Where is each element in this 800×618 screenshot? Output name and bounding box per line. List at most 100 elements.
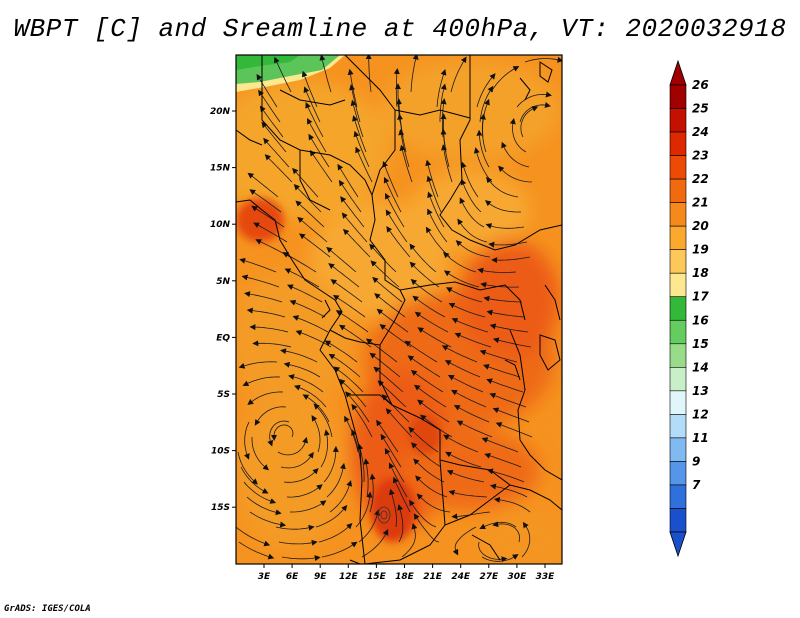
x-tick-label: 3E bbox=[258, 572, 271, 582]
streamline bbox=[436, 69, 447, 108]
colorbar-swatch bbox=[669, 108, 687, 133]
x-tick-label: 33E bbox=[536, 572, 556, 582]
streamline bbox=[446, 470, 485, 483]
streamline bbox=[397, 504, 404, 543]
streamline bbox=[524, 56, 562, 63]
streamline bbox=[306, 117, 327, 153]
streamline bbox=[481, 554, 519, 562]
streamline bbox=[401, 523, 418, 558]
map-frame bbox=[235, 54, 563, 565]
streamline bbox=[451, 318, 489, 333]
streamline bbox=[399, 144, 413, 183]
streamline bbox=[328, 353, 361, 378]
streamline bbox=[415, 475, 448, 498]
streamline bbox=[408, 426, 439, 453]
streamline bbox=[374, 293, 406, 318]
x-tick-label: 9E bbox=[314, 572, 327, 582]
x-tick-label: 18E bbox=[395, 572, 415, 582]
x-axis: 3E 6E 9E 12E 15E 18E 21E 24E 27E 30E 33E bbox=[258, 564, 555, 582]
streamline bbox=[239, 257, 277, 273]
x-tick-label: 21E bbox=[423, 572, 443, 582]
streamline bbox=[385, 192, 405, 228]
x-tick-label: 15E bbox=[367, 572, 387, 582]
country-borders bbox=[236, 55, 562, 564]
streamline bbox=[277, 436, 308, 456]
streamline bbox=[392, 476, 411, 513]
streamline bbox=[493, 496, 531, 513]
streamline bbox=[329, 480, 353, 513]
colorbar-swatch bbox=[669, 131, 687, 156]
streamline bbox=[261, 121, 287, 153]
streamline bbox=[247, 391, 284, 406]
streamline bbox=[443, 434, 479, 453]
streamline bbox=[441, 144, 453, 183]
colorbar-label: 21 bbox=[692, 196, 709, 210]
streamline bbox=[487, 468, 525, 483]
colorbar-swatch bbox=[669, 437, 687, 462]
streamline bbox=[358, 509, 381, 543]
streamline bbox=[370, 260, 400, 288]
colorbar-swatch bbox=[669, 249, 687, 274]
streamline bbox=[480, 113, 487, 153]
contour-rings bbox=[377, 506, 391, 524]
streamline bbox=[280, 451, 314, 469]
streamline bbox=[242, 376, 281, 387]
colorbar-label: 17 bbox=[692, 290, 709, 304]
y-tick-label: 5S bbox=[217, 390, 230, 400]
streamline bbox=[319, 55, 332, 93]
colorbar-swatch bbox=[669, 225, 687, 250]
colorbar-label: 13 bbox=[692, 384, 709, 398]
streamline bbox=[489, 483, 528, 498]
colorbar-label: 12 bbox=[692, 407, 709, 421]
streamline bbox=[249, 511, 287, 528]
streamline bbox=[247, 172, 279, 198]
streamline bbox=[274, 56, 292, 93]
streamline bbox=[450, 389, 487, 408]
streamline bbox=[369, 243, 397, 273]
streamline bbox=[448, 489, 488, 498]
streamline bbox=[246, 496, 282, 516]
y-tick-label: 20N bbox=[210, 107, 231, 117]
streamline bbox=[320, 429, 330, 468]
streamline bbox=[321, 541, 358, 558]
streamline bbox=[443, 270, 480, 288]
streamline bbox=[315, 504, 348, 528]
streamline bbox=[383, 176, 402, 213]
streamline bbox=[389, 488, 397, 528]
streamline bbox=[253, 222, 288, 243]
streamline bbox=[451, 511, 491, 520]
streamline bbox=[251, 205, 285, 228]
streamline bbox=[492, 521, 521, 543]
x-tick-label: 30E bbox=[508, 572, 528, 582]
streamline bbox=[254, 406, 287, 426]
streamline bbox=[444, 360, 481, 378]
streamline bbox=[244, 421, 250, 460]
streamline bbox=[484, 200, 521, 213]
streamline bbox=[409, 243, 437, 273]
streamline bbox=[495, 422, 533, 438]
streamline bbox=[520, 106, 539, 138]
streamline bbox=[236, 526, 271, 547]
streamline bbox=[450, 56, 467, 93]
x-tick-label: 6E bbox=[286, 572, 299, 582]
streamline bbox=[361, 528, 389, 558]
streamline bbox=[488, 241, 528, 248]
streamline bbox=[365, 55, 372, 93]
streamline bbox=[369, 352, 401, 378]
streamline bbox=[303, 86, 321, 123]
colorbar-label: 11 bbox=[692, 431, 709, 445]
streamline bbox=[479, 521, 517, 530]
streamline bbox=[492, 407, 530, 423]
streamline bbox=[482, 364, 521, 378]
colorbar-label: 9 bbox=[692, 454, 700, 468]
streamline bbox=[278, 539, 318, 546]
streamline bbox=[357, 443, 365, 483]
streamline bbox=[481, 437, 519, 453]
streamline bbox=[338, 179, 362, 213]
streamline bbox=[258, 89, 281, 123]
streamline bbox=[377, 380, 407, 408]
streamline bbox=[476, 129, 490, 168]
streamline bbox=[323, 445, 339, 483]
streamline bbox=[246, 307, 286, 318]
